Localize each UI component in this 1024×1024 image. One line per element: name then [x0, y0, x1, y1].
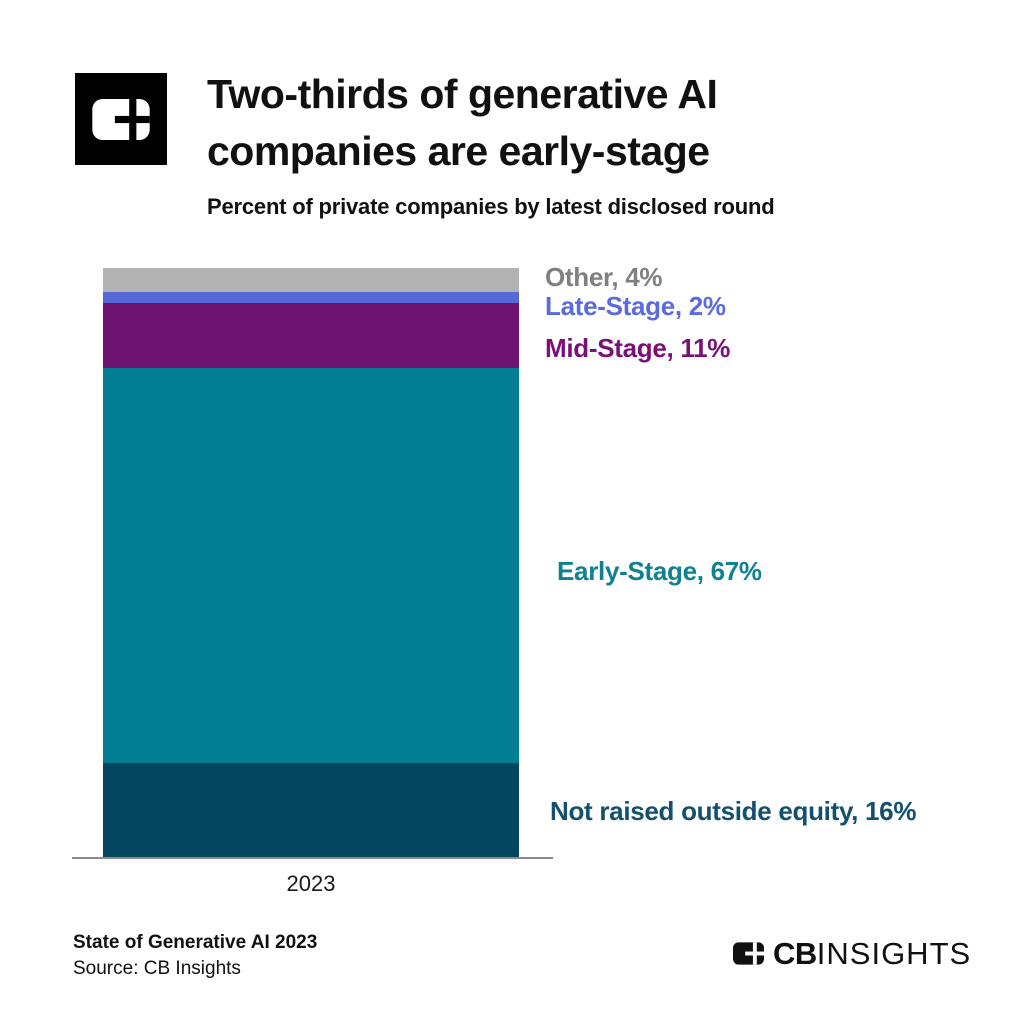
bar-segment-late-stage: [103, 291, 519, 304]
header-titles: Two-thirds of generative AI companies ar…: [207, 66, 987, 220]
chart-subtitle: Percent of private companies by latest d…: [207, 194, 775, 219]
x-axis-tick: 2023: [286, 871, 336, 896]
bar-segment-other: [103, 268, 519, 292]
bar-2023: [103, 268, 519, 857]
bar-segment-early-stage: [103, 368, 519, 763]
bar-segment-not-raised-outside-equity: [103, 762, 519, 857]
segment-label-other: Other, 4%: [545, 262, 663, 292]
bar-segment-mid-stage: [103, 303, 519, 369]
segment-label-late-stage: Late-Stage, 2%: [545, 291, 726, 321]
brand-cb: CB: [773, 936, 817, 971]
cb-insights-wordmark: CB INSIGHTS: [733, 938, 971, 969]
segment-label-early-stage: Early-Stage, 67%: [557, 556, 762, 586]
segment-label-mid-stage: Mid-Stage, 11%: [545, 333, 731, 363]
footer-attribution: State of Generative AI 2023 Source: CB I…: [73, 930, 317, 982]
chart-title-line-1: Two-thirds of generative AI: [207, 71, 718, 117]
footer-source: Source: CB Insights: [73, 958, 241, 979]
footer-report-title: State of Generative AI 2023: [73, 932, 318, 953]
brand-insights: INSIGHTS: [816, 936, 972, 971]
x-axis-line: [72, 857, 553, 859]
brand-text: CB INSIGHTS: [773, 938, 971, 969]
chart-title-line-2: companies are early-stage: [207, 128, 710, 174]
cb-insights-logo-mark: [75, 73, 167, 165]
segment-label-not-raised-outside-equity: Not raised outside equity, 16%: [550, 796, 917, 826]
cb-monogram-icon-footer: [733, 942, 764, 965]
cb-monogram-icon: [92, 98, 150, 140]
